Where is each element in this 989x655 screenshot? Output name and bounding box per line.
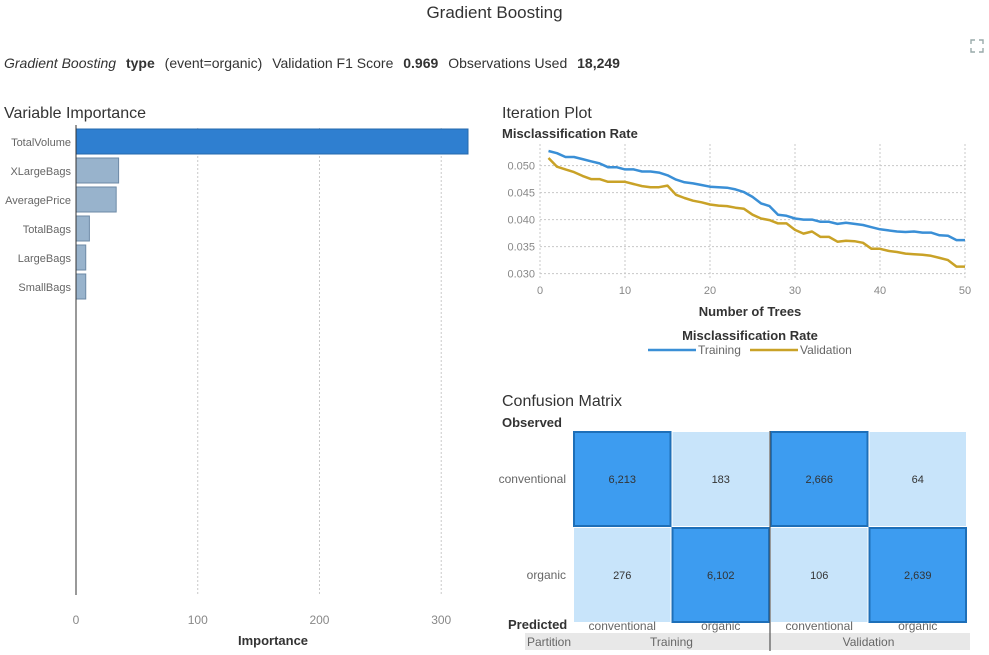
- target-label: type: [125, 55, 155, 71]
- importance-bar[interactable]: [75, 215, 90, 242]
- y-tick-label: 0.040: [507, 215, 535, 227]
- importance-bar[interactable]: [75, 273, 87, 300]
- partition-label: Partition: [527, 635, 571, 649]
- matrix-cell-value: 183: [712, 474, 730, 486]
- x-tick-label: 300: [431, 613, 451, 627]
- matrix-cell[interactable]: [770, 431, 869, 527]
- category-label: SmallBags: [18, 282, 71, 294]
- expand-icon[interactable]: [969, 38, 985, 54]
- matrix-cell-value: 106: [810, 570, 828, 582]
- category-label: TotalBags: [23, 224, 72, 236]
- event-label: (event=organic): [164, 55, 263, 71]
- predicted-column-label: conventional: [786, 619, 853, 633]
- matrix-cell-value: 276: [613, 570, 631, 582]
- x-tick-label: 200: [309, 613, 329, 627]
- page-title: Gradient Boosting: [426, 3, 563, 22]
- iteration-plot-title: Iteration Plot: [502, 105, 592, 122]
- observations-value: 18,249: [577, 55, 620, 71]
- importance-bar[interactable]: [75, 186, 117, 213]
- confusion-matrix-chart: Predicted Partition 6,213 183 2,666 64 276 6,…: [499, 431, 970, 651]
- y-tick-label: 0.030: [507, 269, 535, 281]
- x-tick-label: 0: [73, 613, 80, 627]
- x-tick-label: 20: [704, 285, 716, 297]
- category-label: TotalVolume: [11, 137, 71, 149]
- observed-row-label: organic: [527, 568, 566, 582]
- matrix-cell[interactable]: [573, 431, 672, 527]
- legend-title: Misclassification Rate: [682, 328, 818, 343]
- observations-label: Observations Used: [448, 55, 568, 71]
- legend-validation-label: Validation: [800, 343, 852, 357]
- matrix-cell-value: 2,639: [904, 570, 932, 582]
- variable-importance-title: Variable Importance: [4, 105, 146, 122]
- y-tick-label: 0.045: [507, 188, 535, 200]
- importance-bar[interactable]: [75, 244, 87, 271]
- x-tick-label: 50: [959, 285, 971, 297]
- metric-value: 0.969: [403, 55, 439, 71]
- matrix-cell[interactable]: [672, 432, 770, 526]
- matrix-cell[interactable]: [869, 432, 967, 526]
- importance-bar[interactable]: [75, 157, 120, 184]
- x-tick-label: 0: [537, 285, 543, 297]
- validation-line[interactable]: [547, 157, 966, 268]
- x-tick-label: 100: [188, 613, 208, 627]
- matrix-cell[interactable]: [574, 528, 671, 622]
- x-tick-label: 10: [619, 285, 631, 297]
- matrix-cell[interactable]: [671, 527, 770, 623]
- x-tick-label: 40: [874, 285, 886, 297]
- model-name: Gradient Boosting: [4, 55, 117, 71]
- x-tick-label: 30: [789, 285, 801, 297]
- matrix-cell-value: 6,102: [707, 570, 735, 582]
- importance-axis-label: Importance: [238, 633, 308, 648]
- legend-training-label: Training: [698, 343, 741, 357]
- y-tick-label: 0.050: [507, 161, 535, 173]
- observed-label: Observed: [502, 415, 562, 430]
- training-line[interactable]: [548, 149, 966, 242]
- matrix-cell[interactable]: [868, 527, 967, 623]
- matrix-cell[interactable]: [771, 528, 868, 622]
- metric-label: Validation F1 Score: [272, 55, 394, 71]
- matrix-cell-value: 64: [912, 474, 924, 486]
- confusion-matrix-title: Confusion Matrix: [502, 393, 623, 410]
- iteration-plot-subtitle: Misclassification Rate: [502, 126, 638, 141]
- category-label: AveragePrice: [5, 195, 71, 207]
- predicted-label: Predicted: [508, 617, 567, 632]
- category-label: XLargeBags: [10, 166, 71, 178]
- observed-row-label: conventional: [499, 472, 566, 486]
- y-tick-label: 0.035: [507, 242, 535, 254]
- iteration-plot-chart: Number of Trees Misclassification Rate T…: [507, 144, 971, 357]
- partition-name: Validation: [843, 635, 895, 649]
- trees-axis-label: Number of Trees: [699, 304, 802, 319]
- matrix-cell-value: 6,213: [608, 474, 636, 486]
- predicted-column-label: organic: [701, 619, 740, 633]
- model-summary: Gradient Boosting type (event=organic) V…: [4, 55, 626, 71]
- predicted-column-label: organic: [898, 619, 937, 633]
- predicted-column-label: conventional: [589, 619, 656, 633]
- importance-bar[interactable]: [75, 128, 469, 155]
- category-label: LargeBags: [18, 253, 72, 265]
- partition-name: Training: [650, 635, 693, 649]
- matrix-cell-value: 2,666: [805, 474, 833, 486]
- variable-importance-chart: Importance 0 100 200 300 TotalVolume XLargeBa…: [5, 125, 469, 648]
- partition-band: [525, 633, 970, 650]
